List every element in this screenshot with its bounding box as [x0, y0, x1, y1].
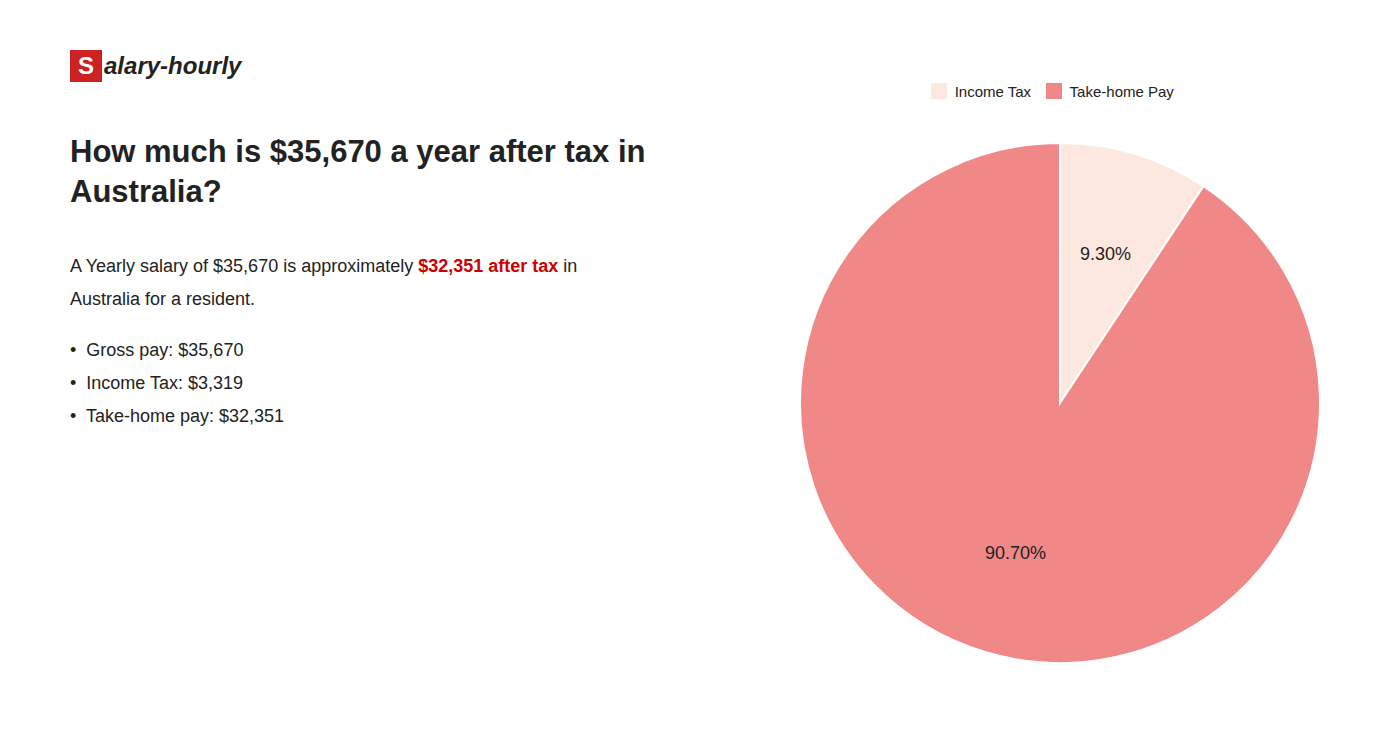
html-text:How much is $35,670 a year aft: How much is $35,670 a year after tax in	[70, 134, 646, 169]
html-text:S: S	[78, 52, 94, 79]
html-text:• Income Tax: $3,319: • Income Tax: $3,319	[70, 372, 244, 393]
html-text:Australia for a resident.: Australia for a resident.	[70, 288, 256, 309]
html-text:A Yearly salary of $35,670 is: A Yearly salary of $35,670 is approximat…	[70, 255, 578, 276]
svg-text:90.70%: 90.70%	[985, 543, 1046, 563]
html-text:Australia?: Australia?	[70, 174, 222, 210]
html-text:alary-hourly: alary-hourly	[104, 52, 242, 79]
html-text:• Take-home pay: $32,351: • Take-home pay: $32,351	[70, 405, 285, 426]
html-text:Take-home Pay: Take-home Pay	[1069, 82, 1174, 100]
svg-text:9.30%: 9.30%	[1080, 244, 1131, 264]
html-text:Income Tax: Income Tax	[954, 82, 1032, 100]
html-text:• Gross pay: $35,670: • Gross pay: $35,670	[70, 339, 244, 360]
